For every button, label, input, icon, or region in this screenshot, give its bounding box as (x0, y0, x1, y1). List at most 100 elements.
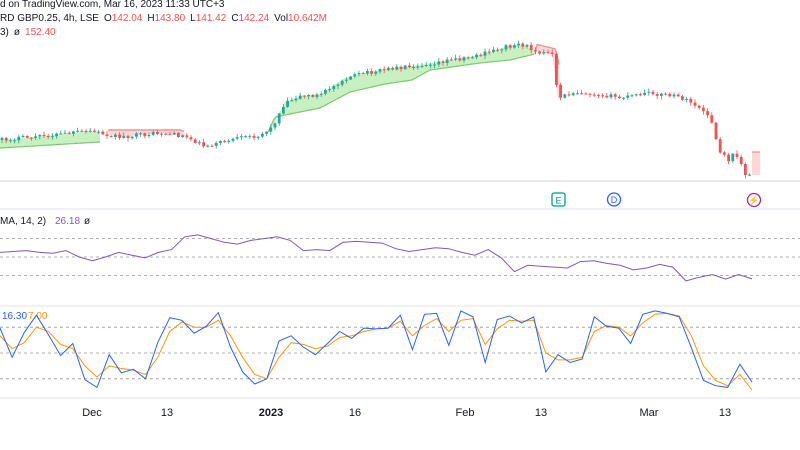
candlestick-series (0, 40, 751, 179)
dividend-event-circle (606, 192, 622, 207)
candle-body (588, 93, 592, 95)
candle-body (496, 49, 499, 51)
dividend-event-letter: D (611, 195, 618, 205)
stoch-k-line (0, 310, 753, 389)
x-tick-label: 2023 (259, 407, 283, 419)
candle-body (336, 84, 340, 86)
candle-body (450, 59, 453, 61)
rsi-value: 26.18 (55, 216, 80, 227)
candle-body (151, 132, 155, 135)
candle-body (517, 43, 520, 46)
earnings-event-box (551, 192, 566, 207)
candle-body (198, 142, 201, 144)
candle-body (109, 136, 113, 137)
candle-body (580, 93, 583, 95)
candle-body (219, 140, 222, 143)
candle-body (525, 44, 529, 47)
candle-body (177, 132, 180, 137)
candle-body (420, 66, 424, 67)
close-value: 142.24 (238, 13, 270, 24)
candle-body (256, 136, 260, 138)
candle-body (67, 132, 71, 134)
candle-body (185, 135, 189, 138)
x-tick-label: 13 (161, 407, 173, 419)
candle-body (59, 133, 63, 135)
candle-body (718, 139, 722, 153)
candle-body (479, 54, 483, 56)
candle-body (601, 95, 604, 97)
candle-body (458, 58, 462, 61)
candle-body (328, 89, 331, 91)
candle-body (475, 54, 478, 58)
candle-body (227, 140, 231, 142)
candle-body (294, 98, 298, 101)
high-value: 143.80 (154, 13, 186, 24)
candle-body (466, 57, 470, 59)
candle-body (651, 91, 655, 95)
x-axis: Dec 13 2023 16 Feb 13 Mar 13 (82, 407, 731, 419)
candle-body (483, 51, 487, 56)
candle-body (370, 71, 373, 74)
candle-body (349, 76, 352, 80)
earnings-event-marker[interactable]: E (551, 192, 566, 207)
candle-body (206, 145, 210, 147)
candle-body (286, 100, 289, 107)
candle-body (622, 97, 625, 99)
candle-body (727, 154, 730, 162)
candle-body (424, 65, 428, 66)
candle-body (676, 94, 680, 97)
candle-body (9, 140, 12, 142)
candle-body (0, 137, 4, 140)
candle-body (240, 136, 243, 138)
candle-body (42, 134, 46, 136)
supertrend-up-fill (268, 44, 535, 133)
candle-body (51, 136, 54, 138)
candle-body (492, 49, 495, 52)
split-event-circle (746, 192, 762, 208)
candle-body (38, 134, 42, 137)
close-label: C (231, 13, 239, 24)
candle-body (324, 89, 327, 94)
candle-body (668, 93, 672, 97)
candle-body (30, 137, 33, 139)
candle-body (319, 93, 323, 95)
candle-body (181, 135, 184, 137)
rsi-symbol: ø (84, 216, 90, 227)
candle-body (660, 93, 663, 96)
indicator-label: 3) (0, 27, 9, 38)
candle-body (735, 153, 739, 157)
open-label: O (103, 13, 112, 24)
candle-body (118, 134, 121, 138)
candle-body (412, 67, 415, 68)
candle-body (706, 111, 709, 116)
candle-body (265, 131, 268, 134)
candle-body (559, 84, 562, 98)
x-tick-label: 16 (349, 407, 361, 419)
candle-body (643, 92, 646, 95)
supertrend-down-fill (752, 152, 760, 175)
candle-body (282, 107, 285, 114)
candle-body (130, 136, 134, 139)
rsi-pane: MA, 14, 2) 26.18 ø (0, 216, 800, 282)
supertrend-indicator (0, 43, 760, 175)
x-tick-label: 13 (535, 407, 547, 419)
candle-body (63, 132, 67, 134)
candle-body (399, 66, 403, 69)
candle-body (17, 136, 21, 141)
candle-body (626, 95, 630, 98)
candle-body (261, 133, 264, 137)
supertrend-up-fill (0, 131, 100, 148)
candle-body (382, 69, 386, 71)
low-label: L (190, 13, 196, 24)
candle-body (445, 59, 449, 63)
candle-body (513, 45, 516, 48)
candle-body (508, 45, 512, 48)
x-tick-label: Mar (640, 407, 659, 419)
rsi-line (0, 234, 753, 282)
candle-body (244, 136, 247, 138)
candle-body (252, 135, 256, 138)
dividend-event-marker[interactable]: D (606, 192, 622, 207)
split-event-marker[interactable]: ⚡ (746, 192, 762, 208)
candle-body (408, 65, 411, 67)
